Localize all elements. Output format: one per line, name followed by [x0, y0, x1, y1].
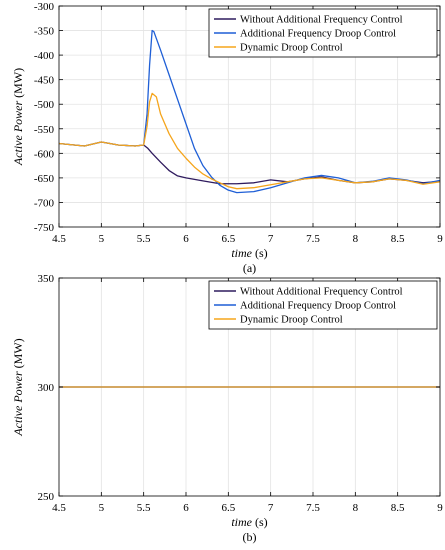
x-axis-label-unit: (s) — [252, 515, 268, 529]
axes-frame — [58, 5, 441, 228]
x-tick-label: 5.5 — [137, 502, 151, 514]
y-axis-label-italic: Active Power — [11, 101, 25, 167]
x-tick-label: 8 — [353, 233, 359, 245]
y-tick-label: -350 — [34, 26, 55, 38]
plot-area — [59, 29, 440, 194]
x-axis-label: time (s) — [231, 515, 267, 529]
x-tick-label: 5 — [99, 233, 105, 245]
legend-box — [208, 8, 438, 58]
figure-caption: (a) — [243, 261, 256, 275]
figure-caption: (b) — [243, 530, 257, 544]
legend-label: Without Additional Frequency Control — [240, 15, 403, 26]
x-tick-label: 4.5 — [52, 233, 66, 245]
y-tick-label: -400 — [34, 50, 55, 62]
legend: Without Additional Frequency Control Addi… — [208, 8, 438, 58]
y-tick-label: 250 — [38, 491, 55, 503]
y-tick-label: 350 — [38, 273, 55, 285]
x-axis-label-italic: time — [231, 515, 252, 529]
x-tick-label: 8.5 — [391, 502, 405, 514]
y-tick-label: -600 — [34, 148, 55, 160]
y-tick-label: -550 — [34, 124, 55, 136]
y-axis-label-italic: Active Power — [11, 371, 25, 437]
legend-label: Additional Frequency Droop Control — [240, 29, 396, 40]
y-tick-label: -650 — [34, 173, 55, 185]
y-tick-label: -700 — [34, 197, 55, 209]
y-tick-label: -750 — [34, 222, 55, 234]
x-tick-label: 6 — [183, 502, 189, 514]
y-tick-label: -450 — [34, 75, 55, 87]
legend-label: Without Additional Frequency Control — [240, 287, 403, 298]
x-tick-label: 6.5 — [221, 502, 235, 514]
x-axis-label-unit: (s) — [252, 246, 268, 260]
x-tick-label: 7 — [268, 233, 274, 245]
legend: Without Additional Frequency Control Addi… — [208, 280, 438, 330]
y-axis-label: Active Power (MW) — [11, 338, 25, 436]
x-tick-label: 9 — [437, 502, 443, 514]
x-tick-label: 5 — [99, 502, 105, 514]
x-tick-label: 9 — [437, 233, 443, 245]
x-tick-label: 7.5 — [306, 502, 320, 514]
legend-label: Dynamic Droop Control — [240, 43, 343, 54]
series-line-dynamic — [59, 92, 440, 190]
chart-a: 4.5 5 5.5 6 6.5 7 7.5 8 8.5 9 -300 -350 -400 -450 -500… — [11, 1, 443, 275]
y-tick-label: -500 — [34, 99, 55, 111]
x-tick-label: 4.5 — [52, 502, 66, 514]
x-tick-label: 8 — [353, 502, 359, 514]
x-axis-label: time (s) — [231, 246, 267, 260]
chart-b: 4.5 5 5.5 6 6.5 7 7.5 8 8.5 9 350 300 250 time (s) Act… — [11, 273, 443, 544]
x-axis-label-italic: time — [231, 246, 252, 260]
legend-box — [208, 280, 438, 330]
y-axis-label-unit: (MW) — [11, 68, 25, 101]
x-tick-label: 7.5 — [306, 233, 320, 245]
y-tick-label: -300 — [34, 1, 55, 13]
x-tick-label: 6 — [183, 233, 189, 245]
x-tick-label: 8.5 — [391, 233, 405, 245]
x-tick-label: 6.5 — [221, 233, 235, 245]
legend-label: Dynamic Droop Control — [240, 315, 343, 326]
x-tick-label: 7 — [268, 502, 274, 514]
y-axis-label: Active Power (MW) — [11, 68, 25, 166]
legend-label: Additional Frequency Droop Control — [240, 301, 396, 312]
y-tick-label: 300 — [38, 382, 55, 394]
y-axis-label-unit: (MW) — [11, 338, 25, 371]
x-tick-label: 5.5 — [137, 233, 151, 245]
